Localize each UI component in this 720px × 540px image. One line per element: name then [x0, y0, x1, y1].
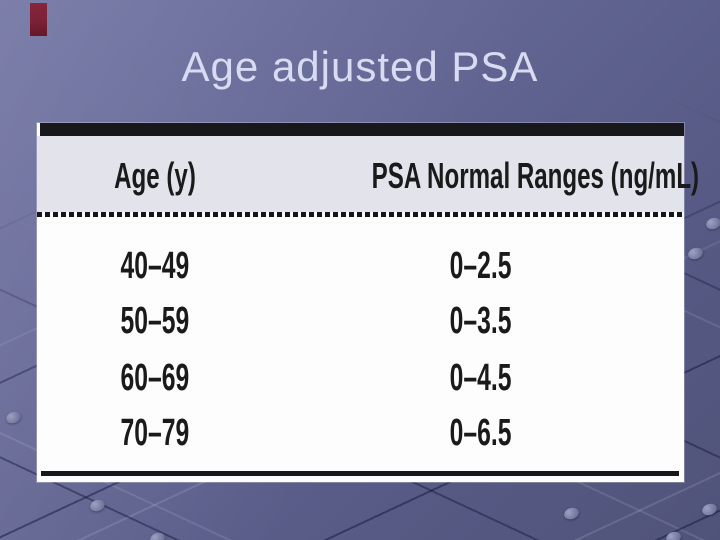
table-bottom-rule — [41, 471, 679, 476]
dotted-divider — [37, 212, 684, 217]
age-cell: 50–59 — [120, 300, 190, 342]
table-row: 50–59 0–3.5 — [37, 299, 684, 343]
psa-range-cell: 0–2.5 — [450, 245, 512, 287]
table-header-row: Age (y) PSA Normal Ranges (ng/mL) — [37, 136, 700, 212]
table-row: 60–69 0–4.5 — [37, 356, 684, 400]
table-top-rule — [40, 123, 684, 136]
age-cell: 60–69 — [120, 357, 190, 399]
psa-range-cell: 0–3.5 — [450, 300, 512, 342]
age-cell: 40–49 — [120, 245, 190, 287]
column-header-psa-range: PSA Normal Ranges (ng/mL) — [371, 155, 700, 196]
psa-range-cell: 0–6.5 — [450, 412, 512, 454]
slide-title: Age adjusted PSA — [181, 43, 539, 90]
column-header-age: Age (y) — [114, 155, 196, 196]
psa-range-cell: 0–4.5 — [450, 357, 512, 399]
table-row: 70–79 0–6.5 — [37, 411, 684, 455]
age-cell: 70–79 — [120, 412, 190, 454]
table-row: 40–49 0–2.5 — [37, 244, 684, 288]
psa-ranges-table: Age (y) PSA Normal Ranges (ng/mL) 40–49 … — [37, 123, 700, 482]
accent-bar — [30, 3, 47, 36]
